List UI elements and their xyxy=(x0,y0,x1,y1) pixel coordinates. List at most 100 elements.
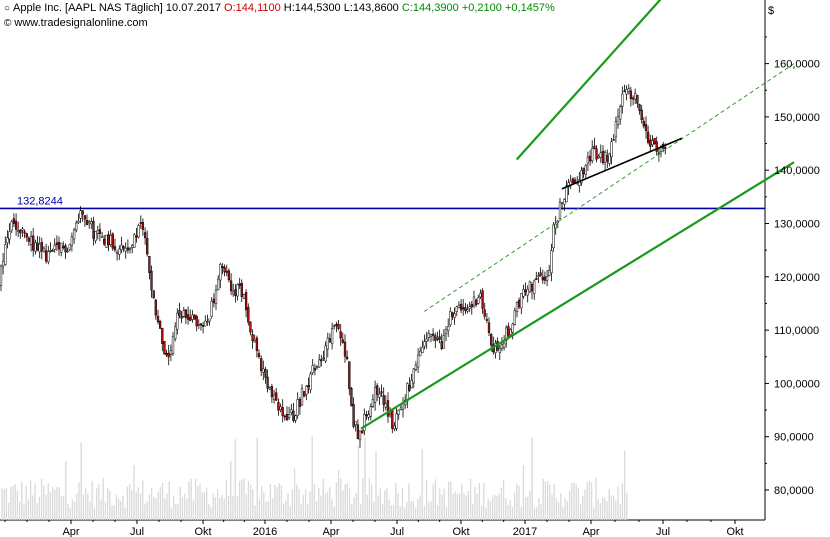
candle-down xyxy=(143,232,147,239)
candle-up xyxy=(597,156,600,159)
candle-up xyxy=(279,406,282,410)
candle-down xyxy=(264,369,267,378)
high-value: H:144,5300 xyxy=(283,2,341,14)
candle-up xyxy=(526,288,529,296)
candle-down xyxy=(260,358,263,372)
candle-down xyxy=(257,353,261,357)
candle-down xyxy=(283,415,286,418)
candle-down xyxy=(352,404,355,427)
candle-up xyxy=(554,223,557,229)
candle-up xyxy=(294,415,297,421)
candle-up xyxy=(326,337,329,350)
candle-down xyxy=(148,256,151,274)
change-pct: +0,1457% xyxy=(504,2,555,14)
candle-up xyxy=(419,350,422,357)
candle-down xyxy=(152,290,155,299)
candle-down xyxy=(189,317,192,321)
candle-down xyxy=(154,299,157,316)
candle-up xyxy=(427,332,430,338)
candle-down xyxy=(451,312,454,317)
candle-down xyxy=(212,298,216,304)
candle-down xyxy=(649,139,652,147)
candle-down xyxy=(320,359,323,362)
x-tick-label: Jul xyxy=(390,526,404,537)
candle-up xyxy=(21,228,24,231)
candle-down xyxy=(126,247,130,251)
candle-up xyxy=(70,236,74,246)
candle-up xyxy=(49,250,52,252)
candle-down xyxy=(40,242,43,252)
candle-down xyxy=(335,324,338,326)
channel-upper-line xyxy=(515,0,662,161)
candle-up xyxy=(315,366,319,368)
channel-mid-line xyxy=(424,63,795,312)
candle-up xyxy=(96,230,99,234)
candle-down xyxy=(32,235,35,251)
candle-up xyxy=(378,393,381,398)
candle-up xyxy=(330,328,334,345)
candle-down xyxy=(606,155,609,162)
candle-up xyxy=(253,340,256,343)
candle-down xyxy=(275,392,278,401)
candle-up xyxy=(455,306,458,313)
candle-down xyxy=(27,237,31,242)
candle-up xyxy=(621,93,624,107)
candle-up xyxy=(324,345,327,362)
pin-icon: ○ xyxy=(4,3,11,14)
candle-down xyxy=(156,315,160,323)
candle-down xyxy=(240,283,243,297)
candle-down xyxy=(612,139,615,141)
candle-down xyxy=(270,386,274,398)
candle-down xyxy=(135,235,138,238)
candle-up xyxy=(509,329,512,335)
candle-down xyxy=(161,328,164,344)
candle-up xyxy=(94,231,97,241)
candle-up xyxy=(591,148,594,162)
candle-down xyxy=(644,124,648,131)
candle-up xyxy=(550,250,553,274)
candle-up xyxy=(479,293,482,298)
candle-up xyxy=(318,359,321,368)
candle-up xyxy=(412,368,415,384)
candle-down xyxy=(165,353,168,356)
candle-down xyxy=(629,90,633,100)
candle-down xyxy=(382,395,385,405)
candle-down xyxy=(539,272,542,276)
candle-down xyxy=(588,155,592,162)
candle-down xyxy=(221,266,224,268)
candle-up xyxy=(395,413,398,429)
candle-up xyxy=(79,210,82,219)
candle-up xyxy=(502,342,506,349)
candle-down xyxy=(440,341,443,349)
candle-down xyxy=(19,229,22,234)
candle-down xyxy=(249,321,252,333)
candle-down xyxy=(481,290,484,309)
candle-up xyxy=(513,310,516,325)
candle-up xyxy=(128,248,132,250)
candle-up xyxy=(423,341,426,347)
candle-up xyxy=(442,335,446,349)
candle-up xyxy=(414,364,418,371)
x-tick-label: Okt xyxy=(194,526,211,537)
open-value: O:144,1100 xyxy=(224,2,281,14)
candle-up xyxy=(309,373,312,391)
y-tick-label: 150,0000 xyxy=(774,112,820,124)
candle-down xyxy=(139,222,142,224)
candle-up xyxy=(305,385,308,395)
candle-down xyxy=(23,231,26,234)
candle-down xyxy=(530,284,534,292)
candle-up xyxy=(311,365,314,373)
candle-up xyxy=(619,106,622,120)
candle-up xyxy=(72,229,76,240)
candle-up xyxy=(511,323,514,333)
candle-down xyxy=(337,323,340,329)
candle-up xyxy=(124,247,127,252)
candle-down xyxy=(247,306,250,323)
channel-lower-line xyxy=(360,161,795,430)
candle-down xyxy=(535,278,538,280)
candle-up xyxy=(171,336,175,354)
candle-up xyxy=(77,220,80,223)
candle-up xyxy=(369,406,372,417)
candle-down xyxy=(158,321,162,329)
